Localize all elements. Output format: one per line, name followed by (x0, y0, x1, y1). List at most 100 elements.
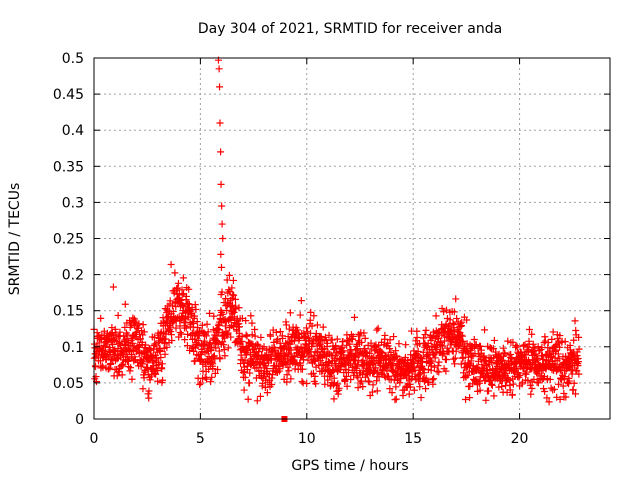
data-point-1754 (482, 396, 490, 404)
data-point-1520 (430, 375, 438, 383)
data-point-1246 (368, 388, 376, 396)
data-point-1894 (513, 343, 521, 351)
data-point-186 (132, 318, 140, 326)
x-tick-label-2: 10 (298, 431, 316, 447)
data-point-649 (235, 304, 243, 312)
data-point-609 (226, 314, 234, 322)
data-point-747 (257, 333, 265, 341)
data-point-2170 (575, 370, 583, 378)
data-point-513 (205, 365, 213, 373)
data-point-681 (242, 331, 250, 339)
data-point-872 (285, 367, 293, 375)
data-point-1906 (516, 371, 524, 379)
data-point-1355 (393, 352, 401, 360)
data-point-1746 (480, 352, 488, 360)
data-point-345 (167, 260, 175, 268)
data-point-485 (198, 321, 206, 329)
data-point-406 (181, 336, 189, 344)
data-point-794 (267, 356, 275, 364)
data-point-1517 (429, 380, 437, 388)
data-point-1973 (531, 344, 539, 352)
data-point-663 (238, 333, 246, 341)
data-point-1865 (507, 350, 515, 358)
data-point-285 (154, 377, 162, 385)
data-point-396 (178, 302, 186, 310)
data-point-2109 (561, 338, 569, 346)
data-point-262 (149, 357, 157, 365)
data-point-1498 (425, 378, 433, 386)
data-point-204 (136, 330, 144, 338)
data-point-1203 (359, 383, 367, 391)
data-point-670 (240, 359, 248, 367)
data-point-270 (150, 333, 158, 341)
data-point-326 (163, 343, 171, 351)
data-point-126 (118, 371, 126, 379)
data-point-1445 (413, 327, 421, 335)
data-point-832 (276, 365, 284, 373)
data-point-731 (253, 397, 261, 405)
data-point-1644 (457, 360, 465, 368)
data-point-374 (174, 284, 182, 292)
data-point-1182 (354, 384, 362, 392)
data-point-1351 (392, 383, 400, 391)
data-point-1531 (432, 312, 440, 320)
data-point-1558 (438, 304, 446, 312)
y-tick-label-10: 0.5 (62, 51, 84, 67)
data-point-1730 (477, 342, 485, 350)
data-point-1646 (458, 318, 466, 326)
data-point-688 (244, 347, 252, 355)
data-point-504 (203, 375, 211, 383)
data-point-108 (114, 311, 122, 319)
data-point-173 (129, 339, 137, 347)
data-point-874 (285, 325, 293, 333)
data-point-1324 (386, 385, 394, 393)
data-point-1643 (457, 331, 465, 339)
data-point-810 (271, 346, 279, 354)
data-point-419 (184, 330, 192, 338)
data-point-418 (183, 342, 191, 350)
spike-point-9 (217, 250, 225, 258)
data-point-208 (136, 335, 144, 343)
data-point-1036 (321, 333, 329, 341)
data-point-2171 (575, 345, 583, 353)
data-point-348 (168, 337, 176, 345)
data-point-1434 (410, 386, 418, 394)
data-point-730 (253, 340, 261, 348)
data-point-517 (206, 309, 214, 317)
x-axis-label: GPS time / hours (291, 458, 408, 474)
data-point-1873 (508, 391, 516, 399)
data-point-1334 (388, 389, 396, 397)
data-point-1261 (372, 364, 380, 372)
data-point-1538 (434, 329, 442, 337)
data-point-1002 (314, 348, 322, 356)
data-point-1966 (529, 340, 537, 348)
data-point-1231 (365, 378, 373, 386)
data-point-280 (153, 354, 161, 362)
data-point-635 (232, 305, 240, 313)
data-point-968 (306, 316, 314, 324)
y-tick-label-0: 0 (75, 412, 84, 428)
data-point-1536 (433, 367, 441, 375)
data-point-1181 (354, 374, 362, 382)
data-point-553 (214, 365, 222, 373)
data-point-1026 (319, 323, 327, 331)
data-point-1566 (440, 350, 448, 358)
data-point-982 (309, 369, 317, 377)
data-point-362 (171, 269, 179, 277)
data-point-2033 (544, 339, 552, 347)
data-point-299 (157, 354, 165, 362)
data-point-307 (159, 376, 167, 384)
data-point-774 (263, 365, 271, 373)
data-point-1091 (334, 380, 342, 388)
data-point-881 (287, 375, 295, 383)
data-point-1395 (402, 341, 410, 349)
data-point-1383 (399, 392, 407, 400)
data-point-2042 (546, 375, 554, 383)
data-point-129 (119, 361, 127, 369)
data-point-648 (235, 320, 243, 328)
data-point-1149 (347, 376, 355, 384)
y-axis-label: SRMTID / TECUs (7, 183, 23, 296)
data-point-413 (182, 324, 190, 332)
data-point-1839 (501, 350, 509, 358)
